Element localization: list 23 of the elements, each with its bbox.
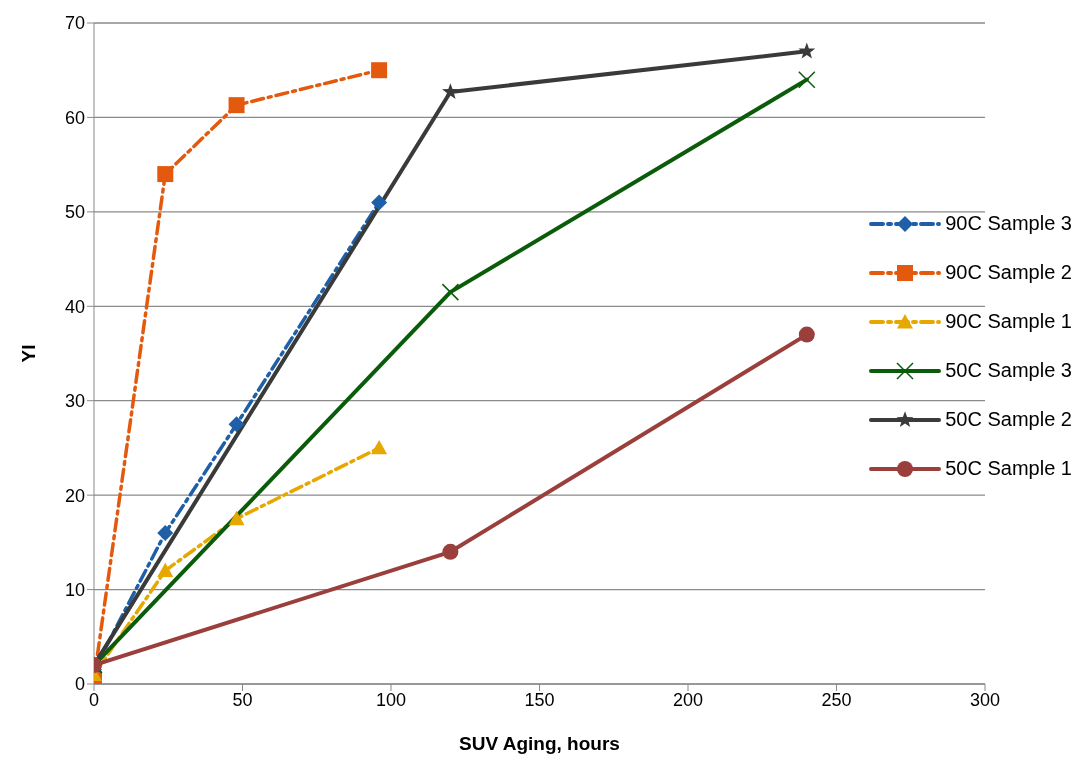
legend-label: 90C Sample 3 [945, 212, 1072, 235]
y-axis-title: YI [17, 344, 39, 363]
y-tick-label: 20 [64, 485, 85, 506]
y-tick-label: 40 [64, 296, 85, 317]
y-tick-label: 30 [64, 391, 85, 412]
x-tick-label: 250 [821, 689, 852, 710]
x-tick-label: 0 [88, 689, 100, 710]
y-tick-label: 50 [64, 202, 85, 223]
legend-label: 50C Sample 3 [945, 359, 1072, 382]
x-tick-label: 100 [375, 689, 407, 710]
y-tick-label: 60 [64, 107, 85, 128]
x-tick-label: 150 [524, 689, 555, 710]
legend-label: 90C Sample 2 [945, 261, 1072, 284]
y-tick-label: 10 [64, 579, 85, 600]
legend-label: 90C Sample 1 [945, 310, 1072, 333]
x-tick-label: 200 [672, 689, 704, 710]
legend-label: 50C Sample 2 [945, 408, 1072, 431]
y-tick-label: 0 [74, 674, 85, 695]
x-axis-title: SUV Aging, hours [459, 733, 620, 754]
x-tick-label: 50 [232, 689, 253, 710]
y-tick-label: 70 [64, 13, 85, 34]
legend-label: 50C Sample 1 [945, 457, 1072, 480]
x-tick-label: 300 [969, 689, 1001, 710]
